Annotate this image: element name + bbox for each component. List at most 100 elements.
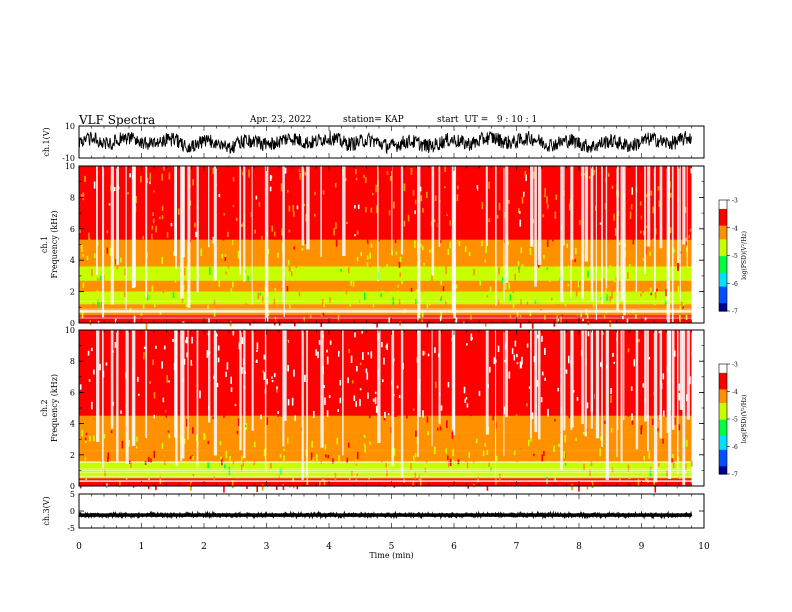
spectrogram-cell — [602, 331, 605, 335]
colorbar-segment — [719, 438, 727, 442]
spectrogram-cell — [366, 372, 369, 380]
spectrogram-cell — [431, 295, 434, 299]
spectrogram-cell — [531, 363, 534, 369]
spectrogram-cell — [255, 195, 258, 200]
spectrogram-cell — [315, 349, 317, 356]
spectrogram-cell — [678, 383, 681, 391]
spectrogram-cell — [293, 168, 296, 172]
spectrogram-cell — [609, 382, 611, 388]
spectrogram-cell — [593, 172, 595, 175]
spectrogram-cell — [108, 203, 111, 206]
spectrogram-burst — [391, 166, 393, 255]
spectrogram-cell — [678, 393, 681, 401]
spectrogram-cell — [684, 206, 687, 214]
spectrogram-cell — [168, 172, 171, 180]
spectrogram-cell — [160, 210, 162, 214]
spectrogram-cell — [440, 311, 442, 319]
spectrogram-cell — [329, 340, 332, 345]
spectrogram-cell — [234, 403, 237, 407]
spectrogram-cell — [470, 222, 472, 226]
spectrogram-cell — [472, 197, 475, 204]
spectrogram-cell — [648, 260, 651, 267]
spectrogram-cell — [635, 313, 637, 319]
spectrogram-cell — [222, 236, 225, 241]
spectrogram-cell — [631, 379, 633, 384]
spectrogram-cell — [252, 290, 254, 295]
spectrogram-cell — [411, 401, 413, 406]
spectrogram-cell — [414, 199, 417, 205]
spectrogram-cell — [296, 205, 299, 210]
spectrogram-cell — [83, 402, 86, 406]
spectrogram-cell — [304, 374, 306, 383]
spectrogram-cell — [113, 186, 116, 192]
spectrogram-cell — [472, 458, 475, 464]
spectrogram-cell — [671, 455, 673, 459]
spectrogram-band — [79, 315, 692, 323]
spectrogram-cell — [375, 405, 378, 413]
spectrogram-cell — [240, 282, 242, 290]
colorbar-segment — [719, 408, 727, 412]
spectrogram-cell — [380, 214, 383, 223]
spectrogram-cell — [613, 213, 615, 221]
spectrogram-cell — [442, 394, 444, 399]
spectrogram-cell — [256, 359, 258, 363]
spectrogram-cell — [195, 231, 197, 238]
spectrogram-cell — [520, 271, 523, 275]
spectrogram-cell — [684, 261, 687, 266]
colorbar-segment — [719, 386, 727, 390]
spectrogram-cell — [515, 440, 518, 447]
spectrogram-cell — [293, 382, 296, 386]
spectrogram-cell — [126, 322, 128, 329]
spectrogram-cell — [286, 340, 289, 349]
spectrogram-cell — [106, 247, 109, 254]
spectrogram-cell — [380, 408, 383, 416]
spectrogram-cell — [681, 301, 683, 308]
spectrogram-cell — [436, 403, 439, 408]
spectrogram-burst — [682, 330, 686, 486]
spectrogram-cell — [354, 205, 356, 209]
colorbar-segment — [719, 302, 727, 307]
spectrogram-cell — [271, 428, 274, 432]
spectrogram-cell — [241, 367, 243, 374]
spectrogram-cell — [627, 271, 629, 279]
spectrogram-cell — [613, 279, 616, 283]
spectrogram-cell — [90, 306, 93, 309]
colorbar-tick-label: -3 — [732, 198, 738, 205]
spectrogram-cell — [281, 355, 283, 360]
spectrogram-cell — [178, 273, 181, 277]
spectrogram-cell — [480, 258, 483, 263]
spectrogram-cell — [323, 248, 326, 255]
spectrogram-cell — [414, 175, 417, 178]
spectrogram-cell — [426, 416, 429, 423]
spectrogram-cell — [635, 288, 637, 295]
colorbar-segment — [719, 294, 727, 298]
spectrogram-cell — [272, 319, 274, 323]
spectrogram-cell — [161, 205, 164, 211]
spectrogram-cell — [227, 261, 230, 266]
spectrogram-cell — [521, 356, 523, 365]
spectrogram-cell — [583, 167, 586, 172]
spectrogram-cell — [103, 433, 106, 439]
spectrogram-cell — [247, 275, 249, 281]
spectrogram-cell — [235, 217, 238, 222]
spectrogram-cell — [407, 425, 410, 432]
spectrogram-cell — [399, 321, 401, 326]
spectrogram-cell — [387, 305, 389, 308]
spectrogram-cell — [330, 271, 333, 279]
colorbar-segment — [719, 421, 727, 426]
spectrogram-cell — [435, 333, 437, 340]
spectrogram-cell — [100, 301, 103, 309]
spectrogram-cell — [204, 204, 207, 211]
spectrogram-cell — [385, 462, 387, 468]
spectrogram-cell — [447, 248, 450, 255]
spectrogram-cell — [517, 467, 520, 470]
spectrogram-cell — [464, 198, 467, 207]
spectrogram-cell — [165, 410, 168, 418]
spectrogram-cell — [685, 241, 688, 246]
spectrogram-cell — [415, 299, 417, 305]
spectrogram-burst — [644, 330, 647, 422]
spectrogram-cell — [328, 370, 330, 378]
spectrogram-cell — [496, 416, 498, 421]
spectrogram-cell — [245, 303, 248, 306]
spectrogram-cell — [263, 449, 266, 457]
